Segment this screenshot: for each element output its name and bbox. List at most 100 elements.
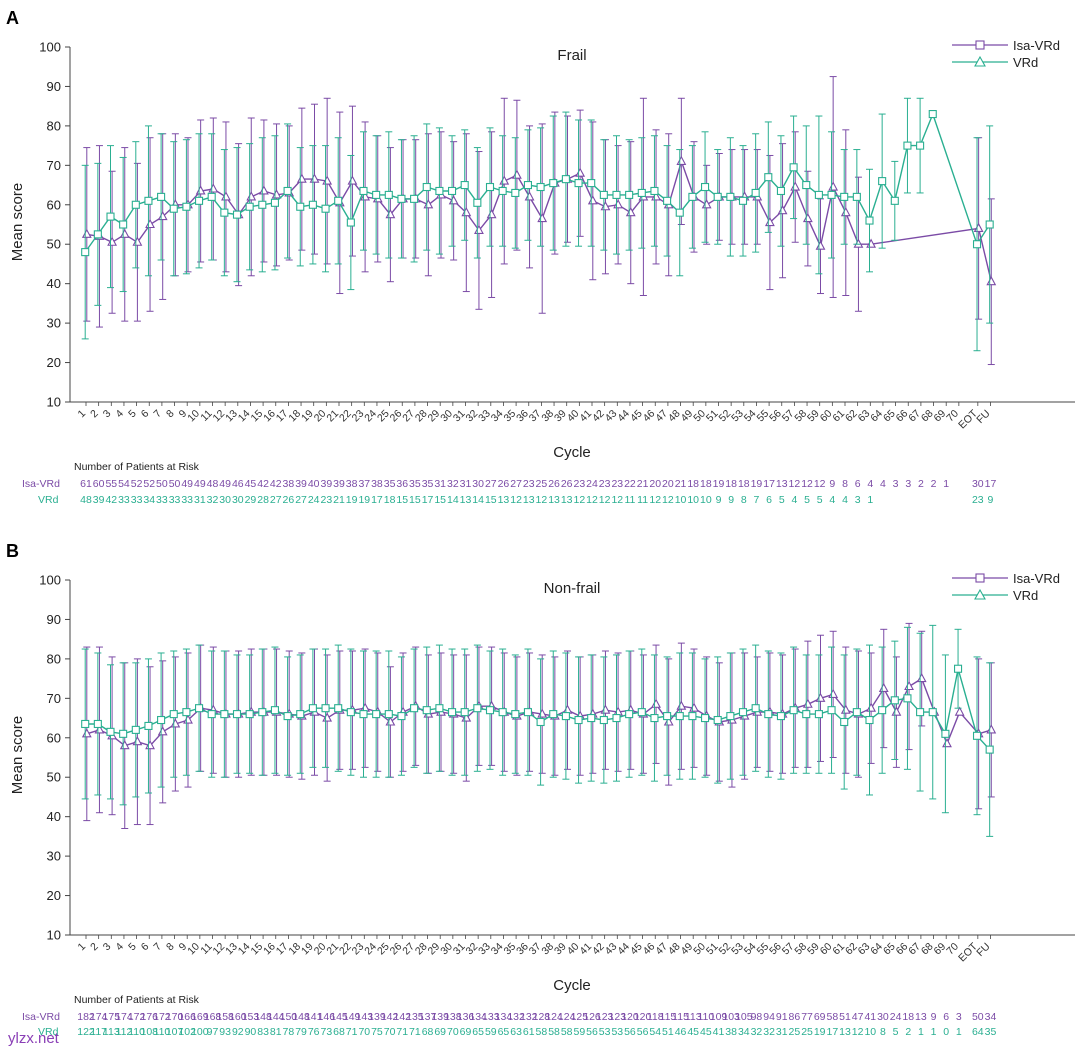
data-point-isa-vrd	[613, 199, 624, 209]
data-point-isa-vrd	[651, 698, 661, 708]
data-point-vrd	[700, 182, 710, 192]
risk-count-isa-vrd: 142	[393, 1011, 411, 1023]
panel-a-risk-label-vrd: VRd	[38, 494, 59, 506]
risk-count-isa-vrd: 143	[356, 1011, 374, 1023]
risk-count-vrd: 10	[675, 494, 687, 506]
data-point-vrd	[916, 708, 925, 717]
data-point-vrd	[447, 186, 457, 196]
risk-count-vrd: 5	[779, 494, 785, 506]
risk-count-vrd: 100	[191, 1026, 209, 1038]
risk-count-vrd: 63	[510, 1026, 522, 1038]
risk-count-vrd: 107	[166, 1026, 184, 1038]
data-point-isa-vrd	[891, 706, 902, 716]
data-point-vrd	[890, 696, 899, 705]
risk-count-vrd: 64	[972, 1026, 984, 1038]
risk-count-isa-vrd: 3	[905, 478, 911, 490]
data-point-vrd	[144, 196, 153, 205]
data-point-vrd	[258, 200, 267, 209]
panel-a-xlabel: Cycle	[553, 444, 591, 461]
data-point-vrd	[308, 704, 317, 713]
data-point-vrd	[878, 177, 887, 186]
data-point-isa-vrd	[973, 222, 984, 232]
risk-count-isa-vrd: 31	[434, 478, 446, 490]
risk-count-isa-vrd: 6	[855, 478, 861, 490]
data-point-isa-vrd	[119, 228, 130, 238]
panel-b-ylabel: Mean score	[9, 716, 26, 794]
risk-count-isa-vrd: 26	[561, 478, 573, 490]
risk-count-vrd: 15	[396, 494, 408, 506]
y-tick-label: 80	[47, 651, 61, 666]
legend-vrd-marker	[974, 55, 986, 67]
legend-isa-marker	[975, 573, 985, 583]
y-tick-label: 90	[47, 612, 61, 627]
data-point-isa-vrd	[802, 212, 813, 223]
data-point-isa-vrd	[221, 191, 231, 201]
data-point-vrd	[422, 182, 431, 192]
x-tick-label: 4	[113, 941, 126, 954]
risk-count-vrd: 92	[232, 1026, 244, 1038]
data-point-isa-vrd	[954, 706, 965, 716]
risk-count-isa-vrd: 13	[915, 1011, 927, 1023]
risk-count-isa-vrd: 115	[672, 1011, 689, 1023]
risk-count-vrd: 97	[207, 1026, 219, 1038]
data-point-vrd	[840, 192, 849, 201]
x-tick-label: FU	[974, 408, 992, 426]
panel-b-legend: Isa-VRd VRd	[952, 571, 1060, 603]
risk-count-isa-vrd: 172	[153, 1011, 171, 1023]
risk-count-vrd: 28	[257, 494, 269, 506]
risk-count-vrd: 70	[358, 1026, 370, 1038]
risk-count-vrd: 12	[536, 494, 548, 506]
data-point-isa-vrd	[840, 206, 851, 217]
data-point-isa-vrd	[828, 181, 839, 191]
watermark-text: ylzx.net	[8, 1030, 60, 1047]
data-point-vrd	[372, 710, 381, 719]
data-point-isa-vrd	[575, 167, 586, 177]
risk-count-isa-vrd: 38	[283, 478, 295, 490]
risk-count-vrd: 90	[245, 1026, 257, 1038]
panel-a-risk-label-isa: Isa-VRd	[22, 478, 60, 490]
risk-count-vrd: 76	[308, 1026, 320, 1038]
risk-count-isa-vrd: 132	[507, 1011, 525, 1023]
risk-count-isa-vrd: 18	[700, 478, 712, 490]
risk-count-isa-vrd: 18	[725, 478, 737, 490]
data-point-vrd	[890, 196, 899, 205]
data-point-vrd	[726, 192, 735, 201]
data-point-vrd	[207, 710, 216, 719]
risk-count-isa-vrd: 39	[295, 478, 307, 490]
y-tick-label: 40	[47, 809, 61, 824]
risk-count-isa-vrd: 50	[972, 1011, 984, 1023]
risk-count-isa-vrd: 49	[219, 478, 231, 490]
y-tick-label: 70	[47, 691, 61, 706]
data-point-vrd	[536, 182, 545, 192]
risk-count-vrd: 71	[396, 1026, 408, 1038]
data-point-vrd	[764, 173, 773, 182]
risk-count-isa-vrd: 142	[381, 1011, 399, 1023]
risk-count-vrd: 83	[257, 1026, 269, 1038]
data-point-vrd	[637, 708, 646, 717]
panel-a-risk-title: Number of Patients at Risk	[74, 461, 200, 473]
risk-count-vrd: 53	[611, 1026, 623, 1038]
risk-count-isa-vrd: 21	[675, 478, 687, 490]
risk-count-isa-vrd: 166	[178, 1011, 196, 1023]
risk-count-vrd: 4	[842, 494, 848, 506]
data-point-vrd	[637, 188, 646, 197]
risk-count-isa-vrd: 12	[789, 478, 801, 490]
data-point-vrd	[397, 194, 406, 203]
panel-a: A Frail Mean score Cycle Number of Patie…	[6, 8, 1075, 506]
risk-count-isa-vrd: 55	[105, 478, 117, 490]
risk-count-vrd: 38	[725, 1026, 737, 1038]
risk-count-isa-vrd: 120	[621, 1011, 639, 1023]
data-point-isa-vrd	[916, 672, 927, 683]
risk-count-vrd: 48	[80, 494, 92, 506]
risk-count-vrd: 12	[574, 494, 586, 506]
data-point-vrd	[802, 710, 811, 719]
data-point-isa-vrd	[81, 228, 92, 238]
data-point-vrd	[713, 192, 722, 201]
data-point-vrd	[498, 186, 507, 196]
data-point-vrd	[574, 179, 583, 188]
risk-count-isa-vrd: 61	[80, 478, 92, 490]
risk-count-vrd: 13	[523, 494, 535, 506]
data-point-isa-vrd	[208, 183, 219, 193]
panel-a-letter: A	[6, 8, 19, 28]
data-point-vrd	[523, 181, 533, 190]
